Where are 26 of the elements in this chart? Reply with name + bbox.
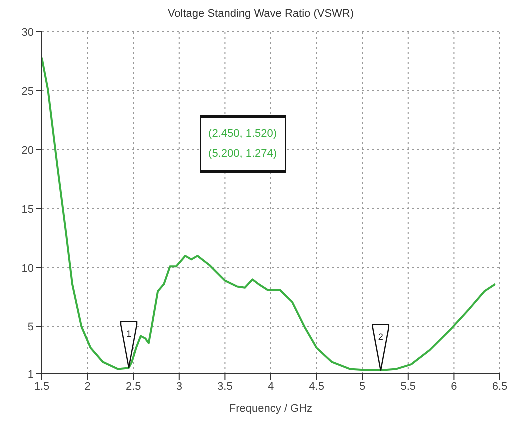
y-tick-label: 5 <box>28 322 34 334</box>
x-tick-label: 6.5 <box>492 380 508 393</box>
x-tick-label: 5.5 <box>400 380 416 393</box>
x-tick-label: 6 <box>451 380 458 393</box>
x-tick-label: 3.5 <box>218 380 233 393</box>
x-tick-label: 4 <box>268 380 274 393</box>
x-axis-title: Frequency / GHz <box>229 403 313 415</box>
x-tick-label: 1.5 <box>34 380 50 393</box>
x-tick-label: 2.5 <box>126 380 142 393</box>
x-tick-label: 2 <box>84 380 91 393</box>
readout-box: (2.450, 1.520) (5.200, 1.274) <box>200 114 286 173</box>
y-tick-label: 30 <box>22 26 34 39</box>
annotation: (2.450, 1.520) <box>208 126 278 142</box>
line-series <box>42 56 496 372</box>
y-tick-label: 20 <box>22 144 34 157</box>
y-tick-label: 1 <box>28 368 34 381</box>
y-tick-label: 25 <box>22 86 34 98</box>
x-tick-label: 5 <box>360 380 366 393</box>
x-tick-label: 4.5 <box>309 380 324 393</box>
annotation: (5.200, 1.274) <box>208 146 278 162</box>
x-tick-label: 3 <box>176 380 182 393</box>
y-tick-label: 15 <box>22 204 34 216</box>
annotation: 2 <box>378 332 384 342</box>
annotation: 1 <box>126 328 132 339</box>
chart-title: Voltage Standing Wave Ratio (VSWR) <box>166 8 356 22</box>
y-tick-label: 10 <box>22 262 34 275</box>
